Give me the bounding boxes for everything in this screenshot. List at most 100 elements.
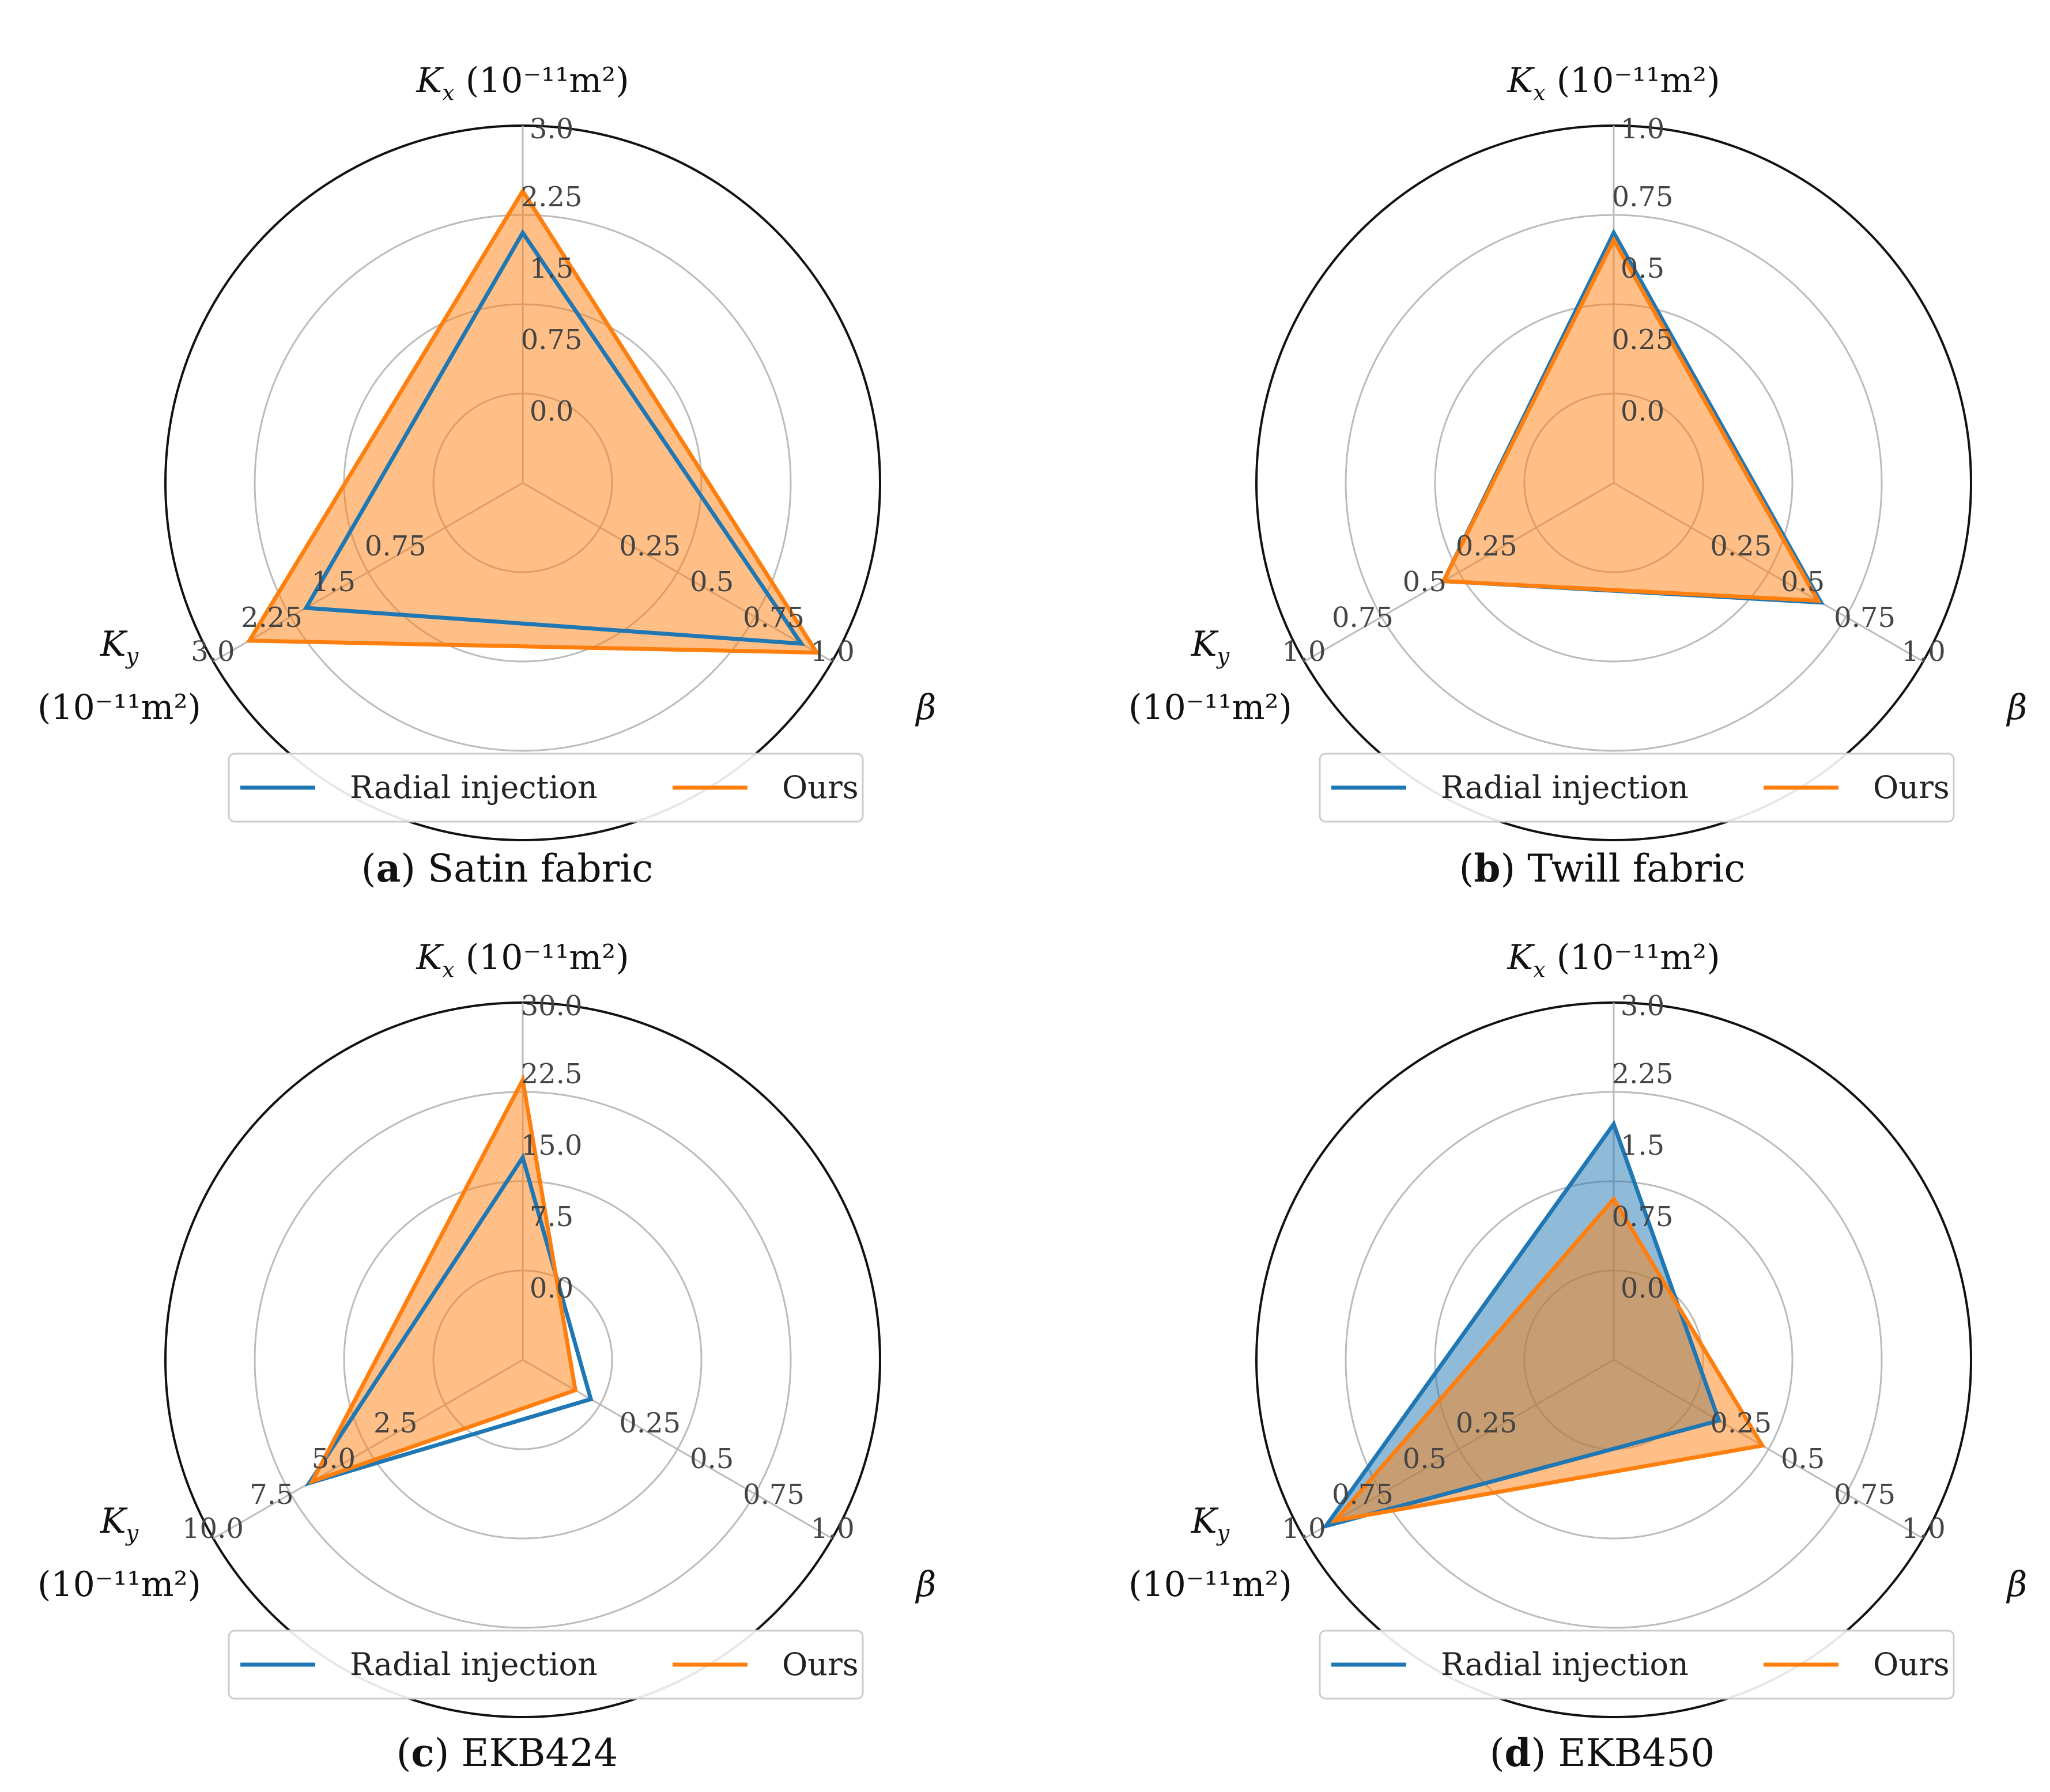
tick-label: 0.75 — [1834, 602, 1896, 634]
tick-label: 2.5 — [373, 1407, 417, 1439]
tick-label: 1.0 — [1282, 1513, 1326, 1545]
panel-caption: (c) EKB424 — [397, 1730, 618, 1775]
tick-label: 0.75 — [365, 530, 426, 562]
axis-title-ky-unit: (10⁻¹¹m²) — [1128, 1564, 1292, 1605]
tick-label: 3.0 — [1621, 990, 1664, 1022]
axis-title-ky: Ky — [1191, 624, 1230, 669]
series-outline — [1321, 1120, 1722, 1530]
legend-box — [1319, 1630, 1955, 1700]
legend-label-ours: Ours — [782, 769, 859, 806]
tick-label: 0.25 — [619, 1407, 681, 1439]
radar-panel: 0.00.250.50.751.00.250.50.751.00.250.50.… — [1128, 61, 2027, 891]
tick-label: 7.5 — [530, 1201, 573, 1233]
tick-label: 1.5 — [530, 252, 573, 285]
tick-label: 0.75 — [1612, 181, 1674, 213]
tick-label: 0.75 — [743, 602, 805, 634]
radar-panel: 0.00.751.52.253.00.250.50.751.00.751.52.… — [37, 61, 936, 891]
tick-label: 3.0 — [530, 113, 573, 145]
tick-label: 0.25 — [1612, 324, 1674, 356]
tick-label: 0.5 — [1781, 566, 1825, 598]
tick-label: 0.0 — [530, 1272, 573, 1305]
axis-title-ky: Ky — [100, 1501, 139, 1546]
axis-title-beta: β — [2006, 1564, 2028, 1605]
tick-label: 0.75 — [743, 1479, 805, 1511]
legend-label-ours: Ours — [1873, 769, 1950, 806]
tick-label: 0.25 — [619, 530, 681, 562]
tick-label: 1.5 — [1621, 1129, 1664, 1162]
radar-panel: 0.00.751.52.253.00.250.50.751.00.250.50.… — [1128, 937, 2027, 1775]
tick-label: 0.5 — [1403, 1443, 1447, 1475]
tick-label: 1.0 — [1901, 1513, 1945, 1545]
tick-label: 1.0 — [1621, 113, 1664, 145]
tick-label: 2.25 — [521, 181, 583, 213]
series-outline — [246, 187, 821, 655]
tick-label: 0.75 — [1332, 1479, 1394, 1511]
tick-label: 0.5 — [1781, 1443, 1825, 1475]
legend-label-ours: Ours — [782, 1646, 859, 1683]
tick-label: 1.5 — [312, 566, 356, 598]
panel-caption: (a) Satin fabric — [361, 846, 654, 891]
legend-box — [228, 1630, 864, 1700]
axis-title-ky: Ky — [100, 624, 139, 669]
tick-label: 0.5 — [690, 1443, 734, 1475]
series-outline — [1440, 235, 1822, 603]
axis-title-beta: β — [915, 687, 937, 728]
tick-label: 1.0 — [1282, 636, 1326, 668]
axis-title-beta: β — [2006, 687, 2028, 728]
tick-label: 0.0 — [1621, 395, 1664, 428]
tick-label: 7.5 — [250, 1479, 293, 1511]
axis-title-ky-unit: (10⁻¹¹m²) — [37, 687, 201, 728]
legend: Radial injection Ours — [228, 1630, 864, 1700]
tick-label: 30.0 — [521, 990, 583, 1022]
axis-title-ky-unit: (10⁻¹¹m²) — [37, 1564, 201, 1605]
axis-title-kx: Kx (10⁻¹¹m²) — [1507, 937, 1720, 982]
tick-label: 0.75 — [1834, 1479, 1896, 1511]
series-area — [249, 191, 817, 653]
tick-label: 0.0 — [530, 395, 573, 428]
tick-label: 0.75 — [1332, 602, 1394, 634]
legend-label-radial: Radial injection — [1441, 769, 1689, 806]
legend-label-radial: Radial injection — [350, 769, 598, 806]
legend: Radial injection Ours — [1319, 1630, 1955, 1700]
legend: Radial injection Ours — [1319, 753, 1955, 823]
tick-label: 0.25 — [1710, 1407, 1772, 1439]
axis-title-kx: Kx (10⁻¹¹m²) — [416, 61, 629, 105]
series-outline — [1330, 1196, 1766, 1524]
tick-label: 22.5 — [521, 1058, 583, 1090]
legend-label-radial: Radial injection — [350, 1646, 598, 1683]
tick-label: 2.25 — [1612, 1058, 1674, 1090]
tick-label: 0.25 — [1710, 530, 1772, 562]
legend: Radial injection Ours — [228, 753, 864, 823]
legend-box — [1319, 753, 1955, 823]
series-outline — [308, 1073, 578, 1485]
series-area — [1443, 240, 1818, 601]
legend-box — [228, 753, 864, 823]
axis-title-kx: Kx (10⁻¹¹m²) — [1507, 61, 1720, 105]
legend-label-ours: Ours — [1873, 1646, 1950, 1683]
tick-label: 0.75 — [521, 324, 583, 356]
legend-label-radial: Radial injection — [1441, 1646, 1689, 1683]
tick-label: 0.25 — [1456, 530, 1517, 562]
panel-caption: (b) Twill fabric — [1459, 846, 1746, 891]
tick-label: 1.0 — [810, 636, 854, 668]
axis-title-ky-unit: (10⁻¹¹m²) — [1128, 687, 1292, 728]
tick-label: 1.0 — [810, 1513, 854, 1545]
tick-label: 2.25 — [241, 602, 303, 634]
tick-label: 15.0 — [521, 1129, 583, 1162]
tick-label: 0.25 — [1456, 1407, 1517, 1439]
tick-label: 0.5 — [1403, 566, 1447, 598]
panel-caption: (d) EKB450 — [1490, 1730, 1715, 1775]
tick-label: 5.0 — [312, 1443, 356, 1475]
tick-label: 0.5 — [1621, 252, 1664, 285]
tick-label: 0.0 — [1621, 1272, 1664, 1305]
axis-title-kx: Kx (10⁻¹¹m²) — [416, 937, 629, 982]
axis-title-ky: Ky — [1191, 1501, 1230, 1546]
tick-label: 3.0 — [191, 636, 235, 668]
tick-label: 10.0 — [182, 1513, 244, 1545]
tick-label: 1.0 — [1901, 636, 1945, 668]
series-outline — [303, 229, 806, 647]
tick-label: 0.5 — [690, 566, 734, 598]
radar-panel: 0.0 7.5 15.0 22.5 30.0 0.25 0.5 0.751.0 2.5 5.0 7.… — [37, 937, 936, 1775]
tick-label: 0.75 — [1612, 1201, 1674, 1233]
